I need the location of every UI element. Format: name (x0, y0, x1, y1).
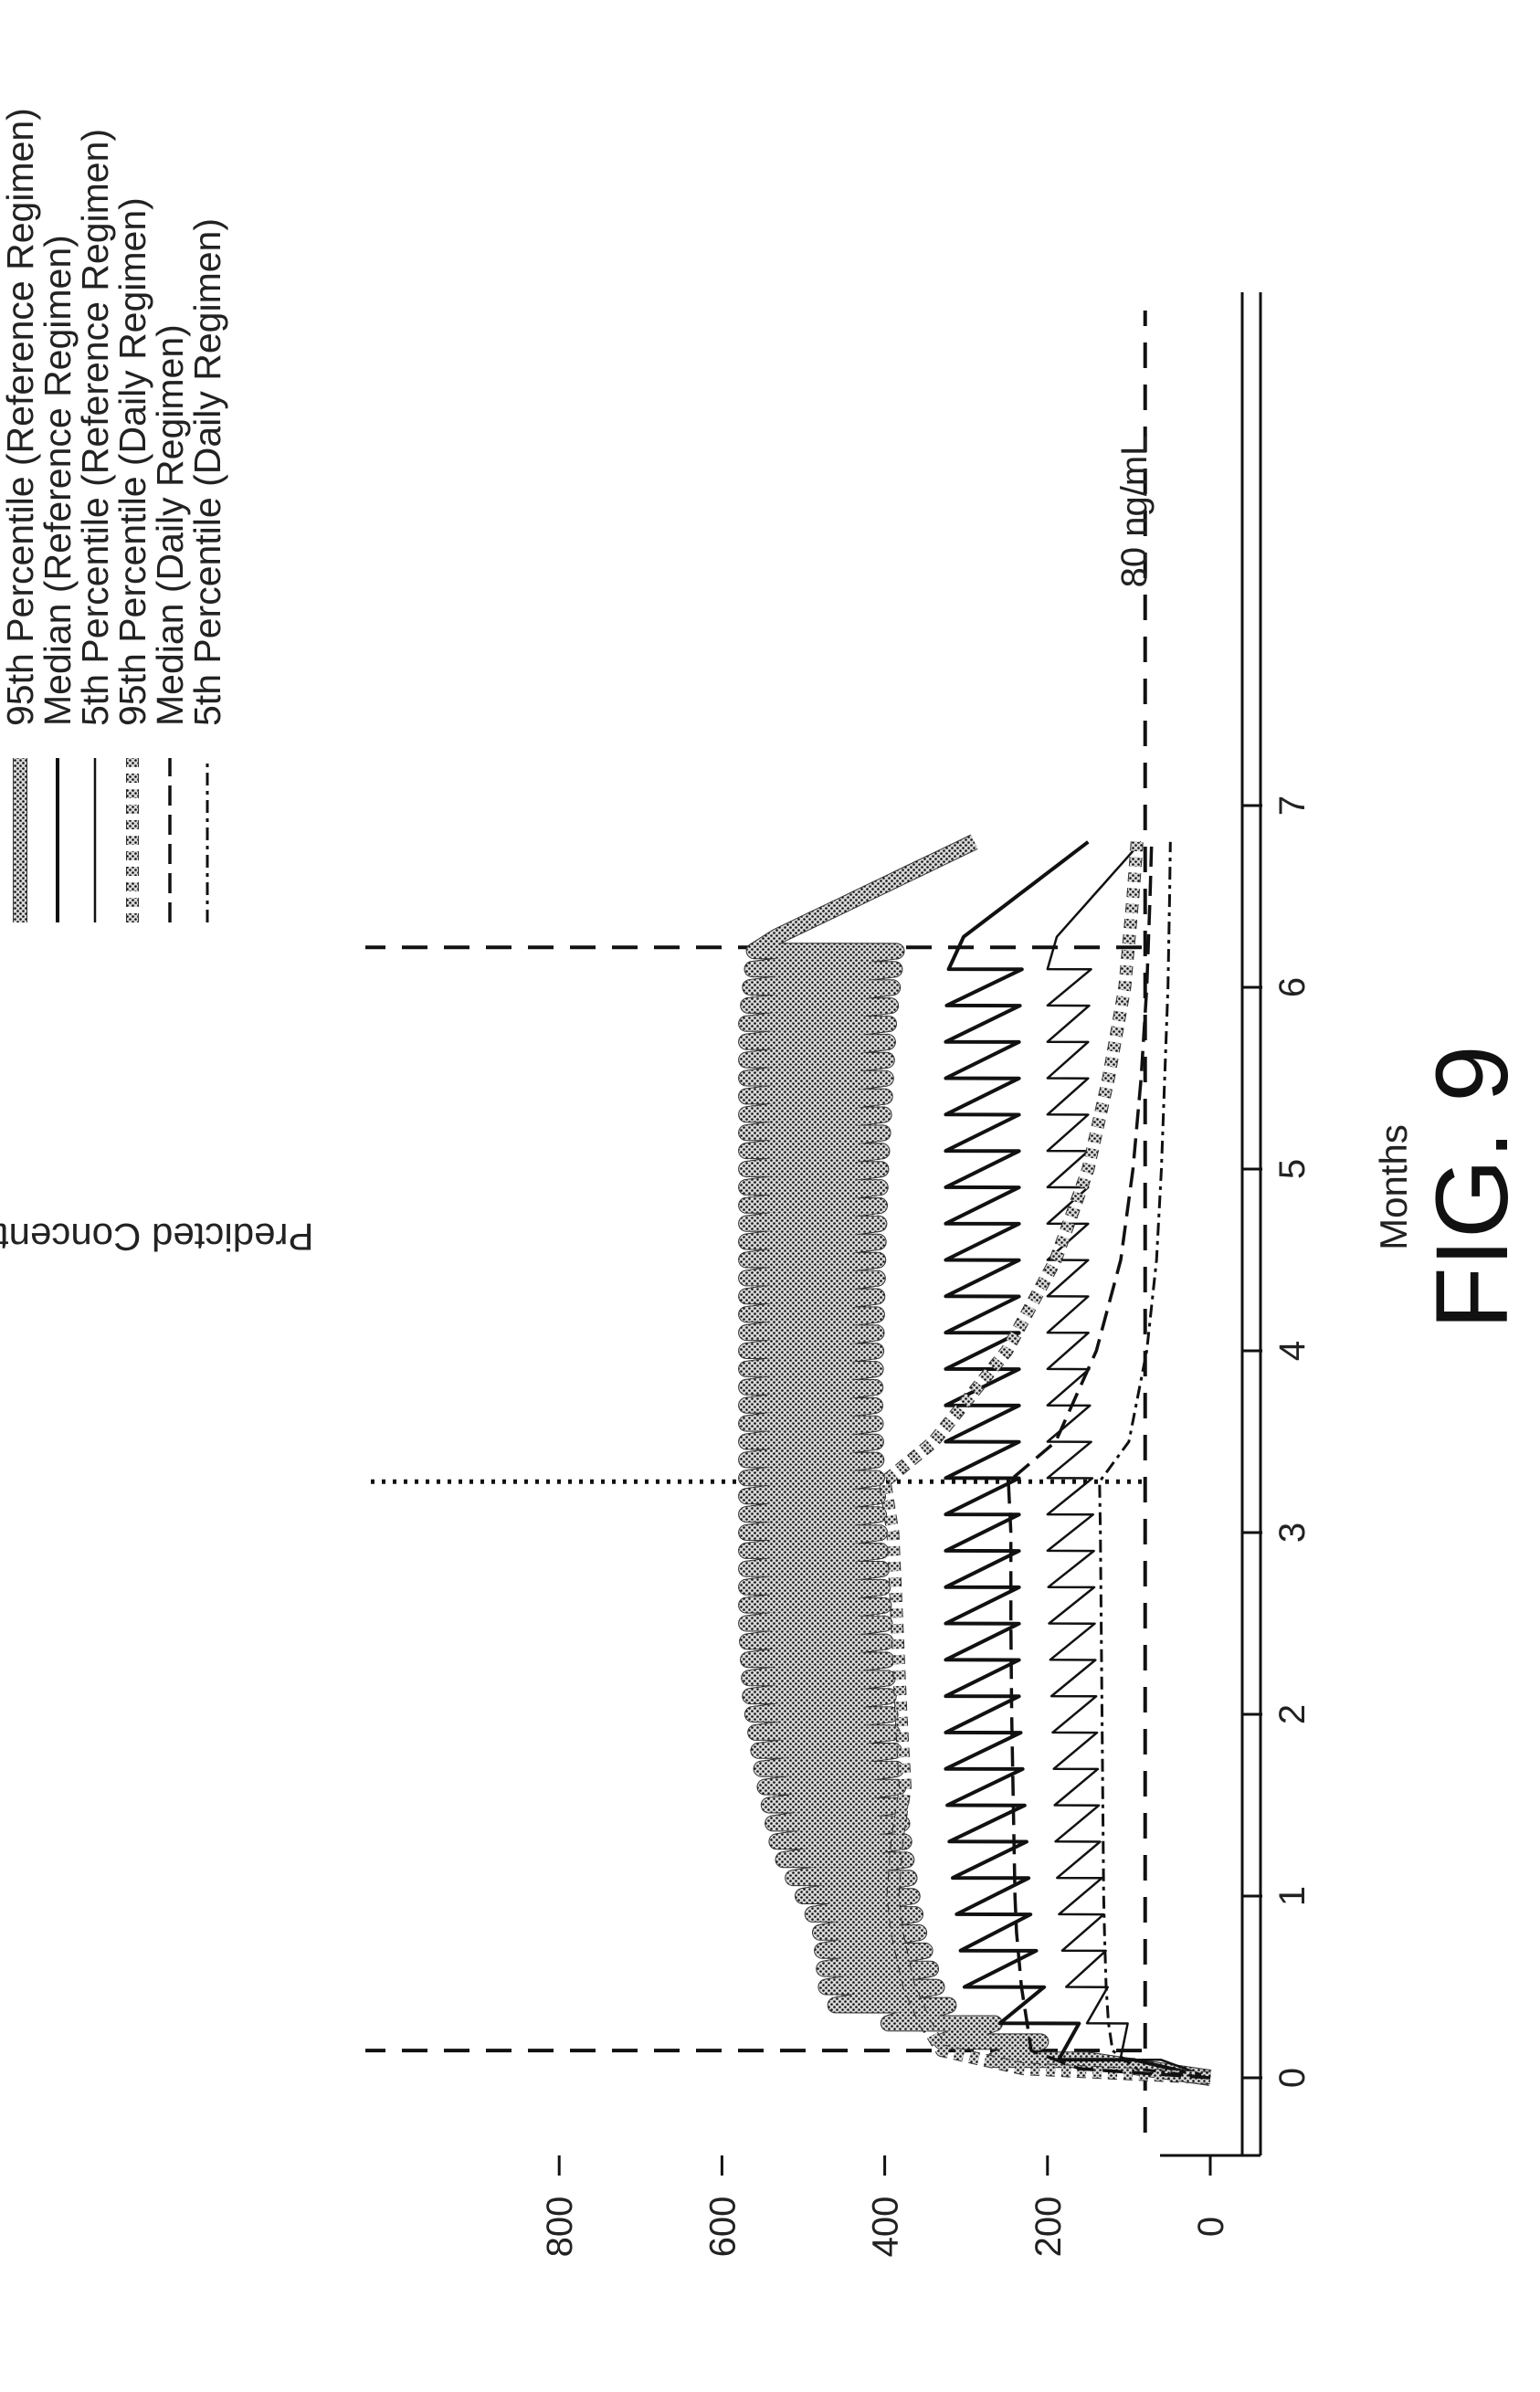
x-tick-label: 5 (1272, 1159, 1313, 1179)
threshold-label: 80 ng/mL (1114, 436, 1155, 588)
y-axis-ticks: 0 200 400 600 800 (540, 2155, 1231, 2257)
figure-label: FIG. 9 (1415, 1045, 1529, 1329)
y-tick-label: 400 (866, 2197, 906, 2258)
legend-label: Median (Daily Regimen) (149, 324, 191, 726)
series-line (1046, 840, 1211, 2080)
legend-label: 95th Percentile (Reference Regimen) (0, 108, 41, 726)
legend: 95th Percentile (Reference Regimen)Media… (0, 108, 228, 922)
x-tick-label: 3 (1272, 1523, 1313, 1543)
series-line (879, 841, 1211, 2083)
legend-label: 5th Percentile (Daily Regimen) (186, 218, 228, 726)
axes (1160, 292, 1262, 2157)
x-tick-label: 7 (1272, 796, 1313, 816)
legend-label: Median (Reference Regimen) (37, 235, 79, 726)
x-tick-label: 4 (1272, 1341, 1313, 1361)
y-axis-title: Predicted Concentration (ng/mL) (0, 1216, 313, 1259)
legend-label: 5th Percentile (Reference Regimen) (74, 129, 116, 726)
y-tick-label: 800 (540, 2197, 580, 2258)
y-tick-label: 0 (1191, 2217, 1231, 2237)
series-line (1098, 841, 1211, 2080)
x-tick-label: 2 (1272, 1704, 1313, 1724)
series-line (1007, 841, 1211, 2080)
x-axis-title: Months (1372, 1124, 1415, 1250)
x-axis-ticks: 0 1 2 3 4 5 6 7 (1242, 796, 1313, 2088)
series-line-outline (878, 841, 1211, 2084)
legend-label: 95th Percentile (Daily Regimen) (111, 197, 153, 726)
x-tick-label: 6 (1272, 977, 1313, 997)
plot-area: 0 1 2 3 4 5 6 7 0 200 400 600 800 (365, 292, 1313, 2257)
x-tick-label: 1 (1272, 1886, 1313, 1906)
series-line (944, 840, 1211, 2080)
series-layer (738, 834, 1212, 2086)
x-tick-label: 0 (1272, 2068, 1313, 2088)
series-line (739, 835, 1212, 2085)
y-tick-label: 600 (702, 2197, 743, 2258)
y-tick-label: 200 (1028, 2197, 1069, 2258)
